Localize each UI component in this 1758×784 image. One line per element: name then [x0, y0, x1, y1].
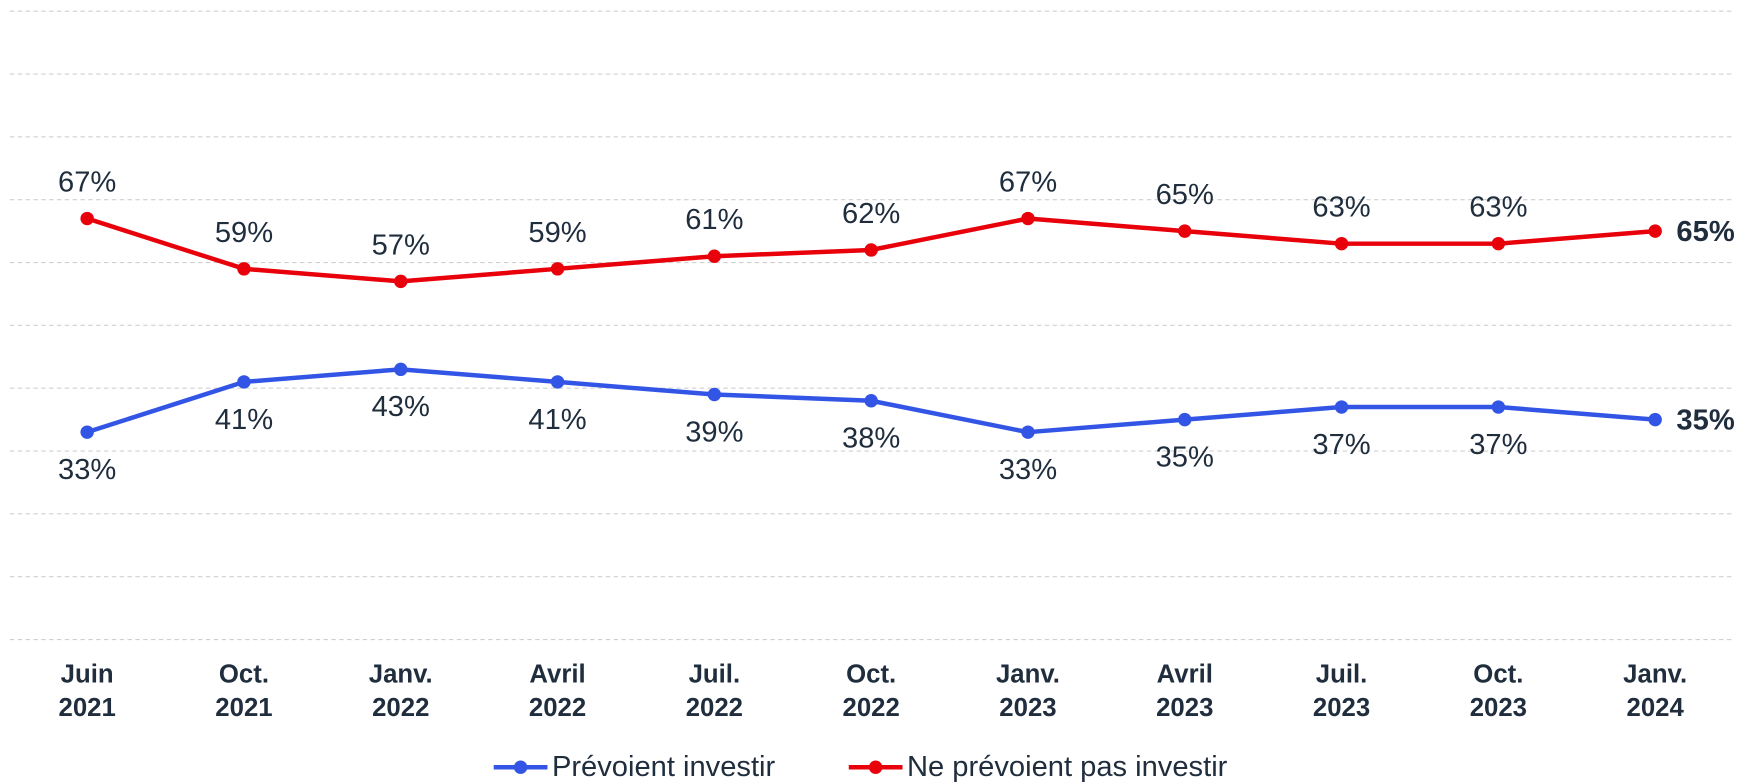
data-label: 59%	[215, 217, 273, 249]
data-label: 63%	[1312, 192, 1370, 224]
data-point	[1334, 236, 1349, 251]
x-tick-label: Janv. 2024	[1623, 660, 1687, 722]
data-label: 67%	[999, 167, 1057, 199]
data-point	[237, 375, 251, 389]
data-label: 38%	[842, 423, 900, 455]
x-tick-label: Janv. 2022	[369, 660, 433, 722]
x-tick-label: Juil. 2022	[686, 660, 743, 722]
legend-label: Ne prévoient pas investir	[907, 751, 1228, 783]
data-point	[1178, 412, 1192, 427]
data-point	[864, 394, 878, 408]
x-tick-label: Oct. 2023	[1470, 660, 1527, 722]
data-point	[394, 274, 408, 289]
data-label: 62%	[842, 198, 900, 230]
data-label: 33%	[58, 454, 116, 486]
data-label: 35%	[1676, 405, 1734, 437]
legend-swatch-dot	[868, 760, 883, 774]
data-label: 59%	[528, 217, 586, 249]
data-point	[550, 375, 565, 389]
data-point	[550, 262, 565, 276]
data-point	[1491, 236, 1506, 251]
data-point	[80, 211, 94, 226]
data-label: 41%	[215, 404, 273, 436]
data-point	[1178, 224, 1192, 238]
data-label: 39%	[685, 416, 743, 448]
data-point	[1021, 425, 1035, 439]
data-point	[1648, 224, 1662, 238]
x-tick-label: Avril 2023	[1156, 660, 1213, 722]
x-tick-label: Janv. 2023	[996, 660, 1060, 722]
data-label: 43%	[372, 391, 430, 423]
x-tick-label: Avril 2022	[529, 660, 586, 722]
data-label: 65%	[1156, 179, 1214, 211]
data-label: 41%	[528, 404, 586, 436]
data-label: 37%	[1469, 429, 1527, 461]
data-label: 61%	[685, 204, 743, 236]
data-label: 33%	[999, 454, 1057, 486]
data-point	[80, 425, 94, 439]
data-point	[1491, 400, 1506, 414]
data-point	[1334, 400, 1349, 414]
data-label: 57%	[372, 229, 430, 261]
data-point	[707, 387, 722, 402]
data-point	[237, 262, 251, 276]
data-label: 35%	[1156, 441, 1214, 473]
data-point	[394, 362, 408, 377]
data-point	[707, 249, 722, 263]
x-tick-label: Juin 2021	[59, 660, 116, 722]
data-point	[1648, 412, 1662, 427]
data-label: 65%	[1676, 216, 1734, 248]
legend-swatch-dot	[513, 760, 528, 774]
data-label: 63%	[1469, 192, 1527, 224]
data-label: 67%	[58, 167, 116, 199]
x-tick-label: Oct. 2021	[215, 660, 272, 722]
legend-label: Prévoient investir	[552, 751, 776, 783]
x-tick-label: Juil. 2023	[1313, 660, 1370, 722]
x-tick-label: Oct. 2022	[843, 660, 900, 722]
data-label: 37%	[1312, 429, 1370, 461]
data-point	[1021, 211, 1035, 226]
data-point	[864, 243, 878, 257]
